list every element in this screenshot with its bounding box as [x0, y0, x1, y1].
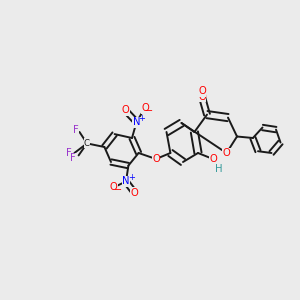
Text: +: + [139, 114, 145, 123]
Text: O: O [209, 154, 217, 164]
Text: O: O [198, 86, 206, 96]
Text: F: F [73, 125, 79, 136]
Text: F: F [70, 153, 76, 164]
Text: O: O [122, 105, 129, 116]
Text: +: + [128, 173, 135, 182]
Text: O: O [223, 148, 230, 158]
Text: O: O [141, 103, 149, 113]
Text: C: C [84, 139, 90, 148]
Text: −: − [145, 106, 154, 116]
Text: O: O [198, 92, 206, 102]
Text: N: N [133, 117, 140, 127]
Text: O: O [152, 154, 160, 164]
Text: −: − [113, 185, 122, 196]
Text: F: F [66, 148, 72, 158]
Text: H: H [215, 164, 223, 174]
Text: N: N [122, 176, 130, 187]
Text: O: O [110, 182, 117, 193]
Text: O: O [130, 188, 138, 198]
